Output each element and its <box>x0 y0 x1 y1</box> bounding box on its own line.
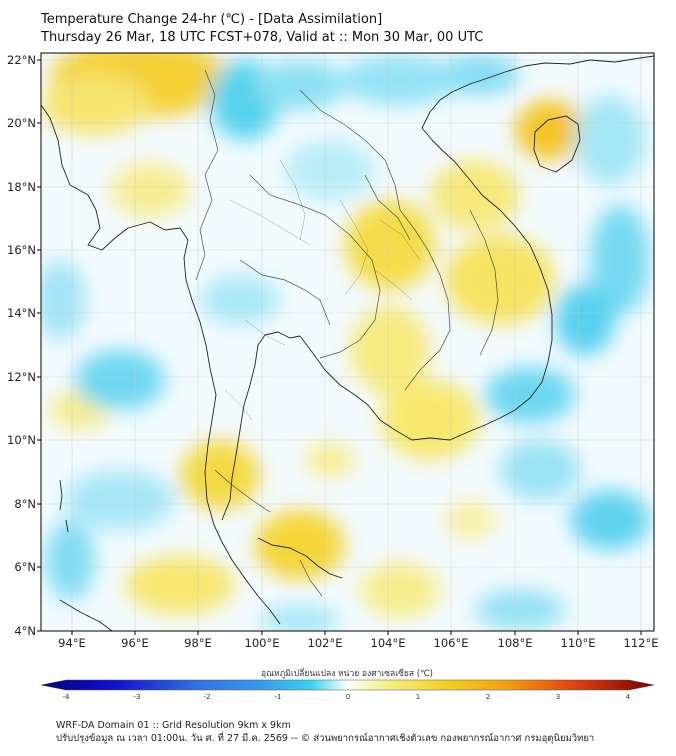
colorbar-tick-label: -3 <box>134 693 141 701</box>
lon-tick-label: 104°E <box>371 636 406 650</box>
lon-tick-label: 112°E <box>624 636 659 650</box>
map-subtitle: Thursday 26 Mar, 18 UTC FCST+078, Valid … <box>41 30 484 45</box>
lon-tick-label: 106°E <box>434 636 469 650</box>
lat-tick-label: 6°N <box>14 560 36 574</box>
lat-tick-label: 20°N <box>7 116 36 130</box>
lon-tick-label: 108°E <box>498 636 533 650</box>
update-credit: ปรับปรุงข้อมูล ณ เวลา 01:00น. วัน ศ. ที่… <box>56 733 595 744</box>
lon-tick-label: 110°E <box>561 636 596 650</box>
lon-tick-label: 102°E <box>308 636 343 650</box>
lon-tick-label: 96°E <box>121 636 149 650</box>
colorbar-tick-label: -1 <box>275 693 282 701</box>
lon-tick-label: 98°E <box>184 636 212 650</box>
lat-tick-label: 4°N <box>14 624 36 638</box>
axis-ticks <box>37 59 642 635</box>
map-gridlines <box>41 53 654 631</box>
longitude-labels: 94°E 96°E 98°E 100°E 102°E 104°E 106°E 1… <box>58 636 658 650</box>
map-title: Temperature Change 24-hr (℃) - [Data Ass… <box>41 12 383 27</box>
latitude-labels: 22°N 20°N 18°N 16°N 14°N 12°N 10°N 8°N 6… <box>7 53 36 638</box>
temperature-field <box>41 53 654 631</box>
lon-tick-label: 94°E <box>58 636 86 650</box>
colorbar-gradient <box>40 679 655 691</box>
map-figure: 22°N 20°N 18°N 16°N 14°N 12°N 10°N 8°N 6… <box>7 52 658 701</box>
lat-tick-label: 18°N <box>7 180 36 194</box>
colorbar-tick-label: 1 <box>416 693 420 701</box>
lat-tick-label: 12°N <box>7 370 36 384</box>
model-info: WRF-DA Domain 01 :: Grid Resolution 9km … <box>56 720 291 731</box>
lat-tick-label: 14°N <box>7 306 36 320</box>
colorbar-tick-label: 3 <box>556 693 560 701</box>
colorbar-title: อุณหภูมิเปลี่ยนแปลง หน่วย องศาเซลเซียส (… <box>261 667 433 679</box>
lat-tick-label: 8°N <box>14 497 36 511</box>
lat-tick-label: 22°N <box>7 53 36 67</box>
province-borders <box>224 159 421 421</box>
colorbar-tick-label: -4 <box>63 693 71 701</box>
country-borders <box>195 69 499 597</box>
lat-tick-label: 10°N <box>7 433 36 447</box>
lat-tick-label: 16°N <box>7 243 36 257</box>
colorbar-tick-label: 0 <box>346 693 350 701</box>
coastlines <box>41 55 654 631</box>
colorbar-tick-label: -2 <box>204 693 211 701</box>
lon-tick-label: 100°E <box>245 636 280 650</box>
colorbar: อุณหภูมิเปลี่ยนแปลง หน่วย องศาเซลเซียส (… <box>40 667 655 701</box>
colorbar-tick-label: 4 <box>626 693 631 701</box>
colorbar-tick-label: 2 <box>486 693 490 701</box>
